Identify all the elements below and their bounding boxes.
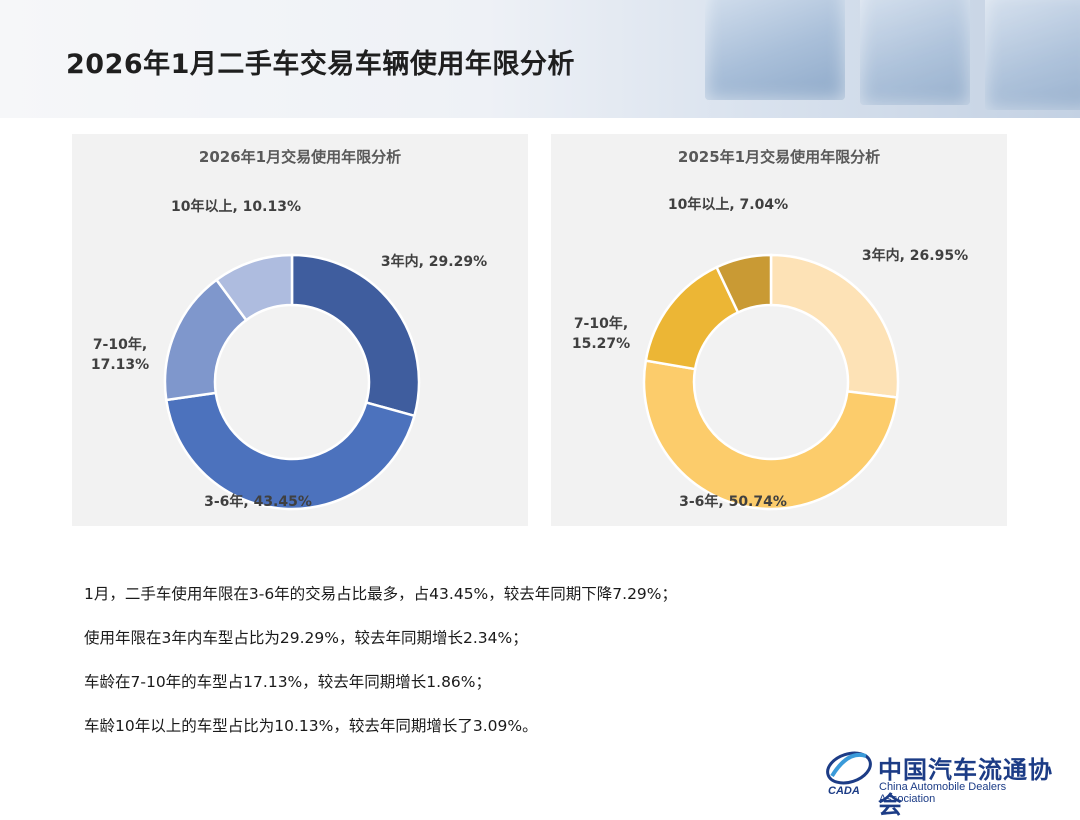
summary-line: 车龄10年以上的车型占比为10.13%，较去年同期增长了3.09%。: [84, 717, 538, 735]
donut-slice-4: [214, 253, 294, 322]
slice-label: 10年以上, 10.13%: [171, 198, 301, 215]
donut-chart-2026: 2026年1月交易使用年限分析 3年内, 29.29% 3-6年, 43.45% 7-…: [91, 148, 487, 511]
decorative-cube: [985, 0, 1080, 110]
slice-label: 3年内, 29.29%: [381, 253, 487, 270]
donut-slice-1: [290, 253, 421, 418]
slice-label-line2: 15.27%: [572, 336, 630, 352]
donut-chart-2025: 2025年1月交易使用年限分析 3年内, 26.95% 3-6年, 50.74% 7-…: [572, 148, 968, 511]
decorative-cube: [705, 0, 845, 100]
slice-label: 3-6年, 43.45%: [204, 493, 312, 510]
cada-logo-mark: CADA: [826, 751, 872, 797]
donut-slice-4: [714, 253, 773, 315]
cada-logo: CADA 中国汽车流通协会 China Automobile Dealers A…: [822, 746, 1062, 819]
donut-slice-2: [642, 359, 899, 511]
chart-panel-2025: 2025年1月交易使用年限分析 3年内, 26.95% 3-6年, 50.74% 7-…: [551, 134, 1007, 526]
page-title: 2026年1月二手车交易车辆使用年限分析: [66, 49, 575, 80]
chart-title: 2025年1月交易使用年限分析: [678, 148, 880, 166]
logo-mark-text: CADA: [828, 785, 860, 797]
header-banner: 2026年1月二手车交易车辆使用年限分析: [0, 0, 1080, 118]
chart-panel-2026: 2026年1月交易使用年限分析 3年内, 29.29% 3-6年, 43.45% 7-…: [72, 134, 528, 526]
donut-slice-2: [164, 391, 416, 511]
donut-slice-1: [769, 253, 900, 399]
slice-label: 3年内, 26.95%: [862, 247, 968, 264]
slice-label: 7-10年,: [93, 336, 147, 353]
slice-label: 7-10年,: [574, 315, 628, 332]
summary-line: 车龄在7-10年的车型占17.13%，较去年同期增长1.86%；: [84, 673, 492, 691]
chart-title: 2026年1月交易使用年限分析: [199, 148, 401, 166]
slice-label: 10年以上, 7.04%: [668, 196, 788, 213]
decorative-cube: [860, 0, 970, 105]
logo-en-text: China Automobile Dealers Association: [879, 781, 1007, 805]
slice-label-line2: 17.13%: [91, 357, 149, 373]
summary-line: 使用年限在3年内车型占比为29.29%，较去年同期增长2.34%；: [84, 629, 528, 647]
slice-label: 3-6年, 50.74%: [679, 493, 787, 510]
summary-text: 1月，二手车使用年限在3-6年的交易占比最多，占43.45%，较去年同期下降7.…: [84, 580, 677, 756]
summary-line: 1月，二手车使用年限在3-6年的交易占比最多，占43.45%，较去年同期下降7.…: [84, 585, 678, 603]
logo-cn-text: 中国汽车流通协会: [878, 755, 1053, 819]
